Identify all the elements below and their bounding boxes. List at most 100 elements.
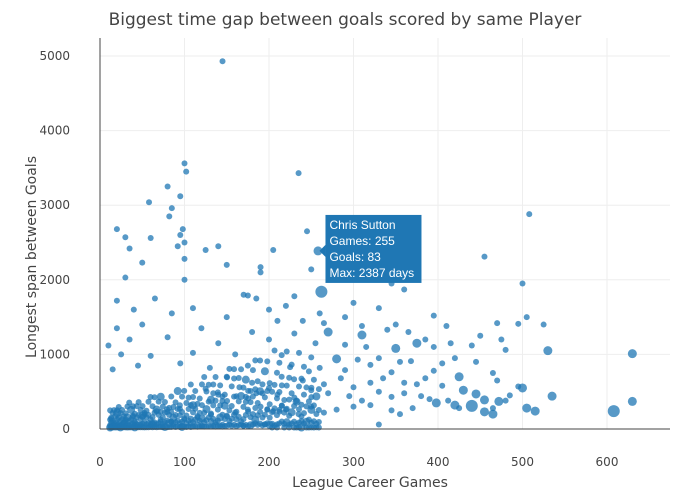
data-point[interactable] (276, 389, 283, 396)
data-point[interactable] (139, 259, 146, 266)
data-point[interactable] (375, 388, 382, 395)
data-point[interactable] (481, 253, 488, 260)
data-point[interactable] (430, 367, 437, 374)
data-point[interactable] (430, 312, 437, 319)
data-point[interactable] (312, 340, 319, 347)
data-point[interactable] (439, 360, 446, 367)
data-point[interactable] (323, 327, 333, 337)
data-point[interactable] (219, 58, 226, 65)
data-point[interactable] (219, 421, 226, 428)
data-point[interactable] (166, 404, 173, 411)
data-point[interactable] (174, 423, 181, 430)
data-point[interactable] (479, 395, 489, 405)
data-point[interactable] (304, 228, 311, 235)
data-point[interactable] (388, 369, 395, 376)
data-point[interactable] (308, 354, 315, 361)
data-point[interactable] (214, 423, 221, 430)
data-point[interactable] (282, 302, 289, 309)
data-point[interactable] (308, 266, 315, 273)
data-point[interactable] (145, 398, 152, 405)
data-point[interactable] (543, 346, 553, 356)
data-point[interactable] (235, 422, 242, 429)
data-point[interactable] (401, 390, 408, 397)
data-point[interactable] (224, 397, 231, 404)
data-point[interactable] (489, 370, 496, 377)
data-point[interactable] (156, 392, 165, 401)
data-point[interactable] (288, 361, 295, 368)
data-point[interactable] (409, 405, 416, 412)
data-point[interactable] (181, 387, 188, 394)
data-point[interactable] (291, 293, 298, 300)
data-point[interactable] (418, 393, 425, 400)
data-point[interactable] (242, 398, 249, 405)
data-point[interactable] (240, 422, 247, 429)
data-point[interactable] (296, 349, 303, 356)
data-point[interactable] (190, 394, 197, 401)
data-point[interactable] (170, 423, 177, 430)
data-point[interactable] (287, 408, 296, 417)
data-point[interactable] (146, 199, 153, 206)
data-point[interactable] (232, 351, 239, 358)
data-point[interactable] (254, 399, 261, 406)
data-point[interactable] (139, 403, 146, 410)
data-point[interactable] (430, 343, 437, 350)
data-point[interactable] (278, 352, 285, 359)
data-point[interactable] (547, 391, 557, 401)
data-point[interactable] (316, 310, 323, 317)
data-point[interactable] (278, 373, 285, 380)
data-point[interactable] (367, 361, 374, 368)
data-point[interactable] (519, 280, 526, 287)
data-point[interactable] (231, 421, 238, 428)
data-point[interactable] (264, 406, 271, 413)
data-point[interactable] (254, 378, 261, 385)
data-point[interactable] (405, 329, 412, 336)
data-point[interactable] (367, 379, 374, 386)
data-point[interactable] (305, 368, 312, 375)
data-point[interactable] (159, 414, 166, 421)
data-point[interactable] (139, 414, 146, 421)
data-point[interactable] (391, 343, 401, 353)
data-point[interactable] (193, 421, 202, 430)
data-point[interactable] (166, 213, 173, 220)
data-point[interactable] (271, 405, 278, 412)
data-point[interactable] (357, 330, 367, 340)
data-point[interactable] (205, 422, 212, 429)
data-point[interactable] (179, 393, 186, 400)
data-point[interactable] (139, 321, 146, 328)
data-point[interactable] (215, 243, 222, 250)
data-point[interactable] (288, 390, 295, 397)
data-point[interactable] (181, 239, 188, 246)
data-point[interactable] (291, 330, 298, 337)
data-point[interactable] (627, 396, 637, 406)
data-point[interactable] (215, 340, 222, 347)
data-points[interactable] (105, 58, 637, 432)
data-point[interactable] (207, 411, 214, 418)
data-point[interactable] (224, 374, 231, 381)
data-point[interactable] (471, 389, 481, 399)
data-point[interactable] (454, 372, 464, 382)
data-point[interactable] (367, 402, 374, 409)
data-point[interactable] (113, 297, 120, 304)
data-point[interactable] (431, 398, 441, 408)
data-point[interactable] (515, 383, 522, 390)
data-point[interactable] (477, 332, 484, 339)
data-point[interactable] (122, 417, 129, 424)
data-point[interactable] (196, 395, 203, 402)
data-point[interactable] (358, 323, 365, 330)
data-point[interactable] (108, 414, 115, 421)
data-point[interactable] (135, 362, 142, 369)
data-point[interactable] (252, 420, 259, 427)
data-point[interactable] (281, 396, 288, 403)
data-point[interactable] (523, 314, 530, 321)
data-point[interactable] (320, 320, 327, 327)
data-point[interactable] (118, 351, 125, 358)
data-point[interactable] (260, 367, 269, 376)
data-point[interactable] (283, 348, 290, 355)
data-point[interactable] (266, 306, 272, 313)
data-point[interactable] (269, 388, 276, 395)
data-point[interactable] (342, 367, 349, 374)
data-point[interactable] (350, 384, 357, 391)
data-point[interactable] (473, 358, 480, 365)
data-point[interactable] (181, 160, 188, 167)
data-point[interactable] (122, 234, 129, 241)
